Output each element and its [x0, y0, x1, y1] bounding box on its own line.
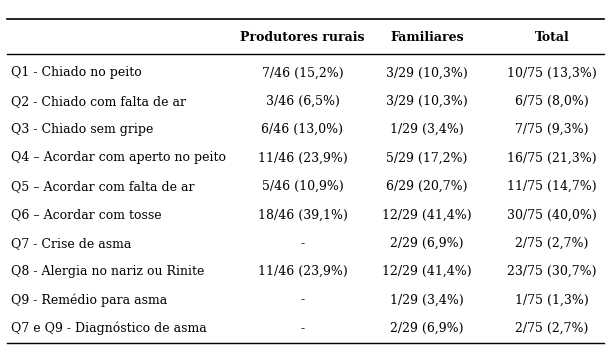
Text: 1/75 (1,3%): 1/75 (1,3%) [515, 294, 589, 306]
Text: 10/75 (13,3%): 10/75 (13,3%) [507, 66, 597, 79]
Text: Produtores rurais: Produtores rurais [240, 31, 365, 44]
Text: Q5 – Acordar com falta de ar: Q5 – Acordar com falta de ar [10, 180, 194, 193]
Text: 2/29 (6,9%): 2/29 (6,9%) [390, 237, 464, 250]
Text: -: - [301, 294, 304, 306]
Text: Q4 – Acordar com aperto no peito: Q4 – Acordar com aperto no peito [10, 151, 225, 164]
Text: 5/29 (17,2%): 5/29 (17,2%) [386, 151, 468, 164]
Text: 16/75 (21,3%): 16/75 (21,3%) [507, 151, 597, 164]
Text: Q2 - Chiado com falta de ar: Q2 - Chiado com falta de ar [10, 95, 186, 108]
Text: 12/29 (41,4%): 12/29 (41,4%) [382, 265, 472, 278]
Text: 2/75 (2,7%): 2/75 (2,7%) [515, 322, 588, 335]
Text: Q3 - Chiado sem gripe: Q3 - Chiado sem gripe [10, 123, 153, 136]
Text: 7/46 (15,2%): 7/46 (15,2%) [262, 66, 343, 79]
Text: 6/75 (8,0%): 6/75 (8,0%) [515, 95, 589, 108]
Text: Q7 - Crise de asma: Q7 - Crise de asma [10, 237, 131, 250]
Text: 3/29 (10,3%): 3/29 (10,3%) [386, 66, 468, 79]
Text: 6/29 (20,7%): 6/29 (20,7%) [386, 180, 468, 193]
Text: 11/46 (23,9%): 11/46 (23,9%) [258, 265, 347, 278]
Text: -: - [301, 237, 304, 250]
Text: 18/46 (39,1%): 18/46 (39,1%) [257, 208, 348, 221]
Text: Q6 – Acordar com tosse: Q6 – Acordar com tosse [10, 208, 161, 221]
Text: -: - [301, 322, 304, 335]
Text: 23/75 (30,7%): 23/75 (30,7%) [507, 265, 596, 278]
Text: Q9 - Remédio para asma: Q9 - Remédio para asma [10, 293, 167, 307]
Text: Familiares: Familiares [390, 31, 464, 44]
Text: 5/46 (10,9%): 5/46 (10,9%) [262, 180, 343, 193]
Text: 6/46 (13,0%): 6/46 (13,0%) [262, 123, 343, 136]
Text: 2/29 (6,9%): 2/29 (6,9%) [390, 322, 464, 335]
Text: 11/75 (14,7%): 11/75 (14,7%) [507, 180, 597, 193]
Text: 3/46 (6,5%): 3/46 (6,5%) [266, 95, 339, 108]
Text: Q1 - Chiado no peito: Q1 - Chiado no peito [10, 66, 141, 79]
Text: Q8 - Alergia no nariz ou Rinite: Q8 - Alergia no nariz ou Rinite [10, 265, 204, 278]
Text: 30/75 (40,0%): 30/75 (40,0%) [507, 208, 597, 221]
Text: 11/46 (23,9%): 11/46 (23,9%) [258, 151, 347, 164]
Text: 7/75 (9,3%): 7/75 (9,3%) [515, 123, 588, 136]
Text: 3/29 (10,3%): 3/29 (10,3%) [386, 95, 468, 108]
Text: Total: Total [535, 31, 569, 44]
Text: 1/29 (3,4%): 1/29 (3,4%) [390, 294, 464, 306]
Text: 12/29 (41,4%): 12/29 (41,4%) [382, 208, 472, 221]
Text: 2/75 (2,7%): 2/75 (2,7%) [515, 237, 588, 250]
Text: 1/29 (3,4%): 1/29 (3,4%) [390, 123, 464, 136]
Text: Q7 e Q9 - Diagnóstico de asma: Q7 e Q9 - Diagnóstico de asma [10, 321, 207, 335]
